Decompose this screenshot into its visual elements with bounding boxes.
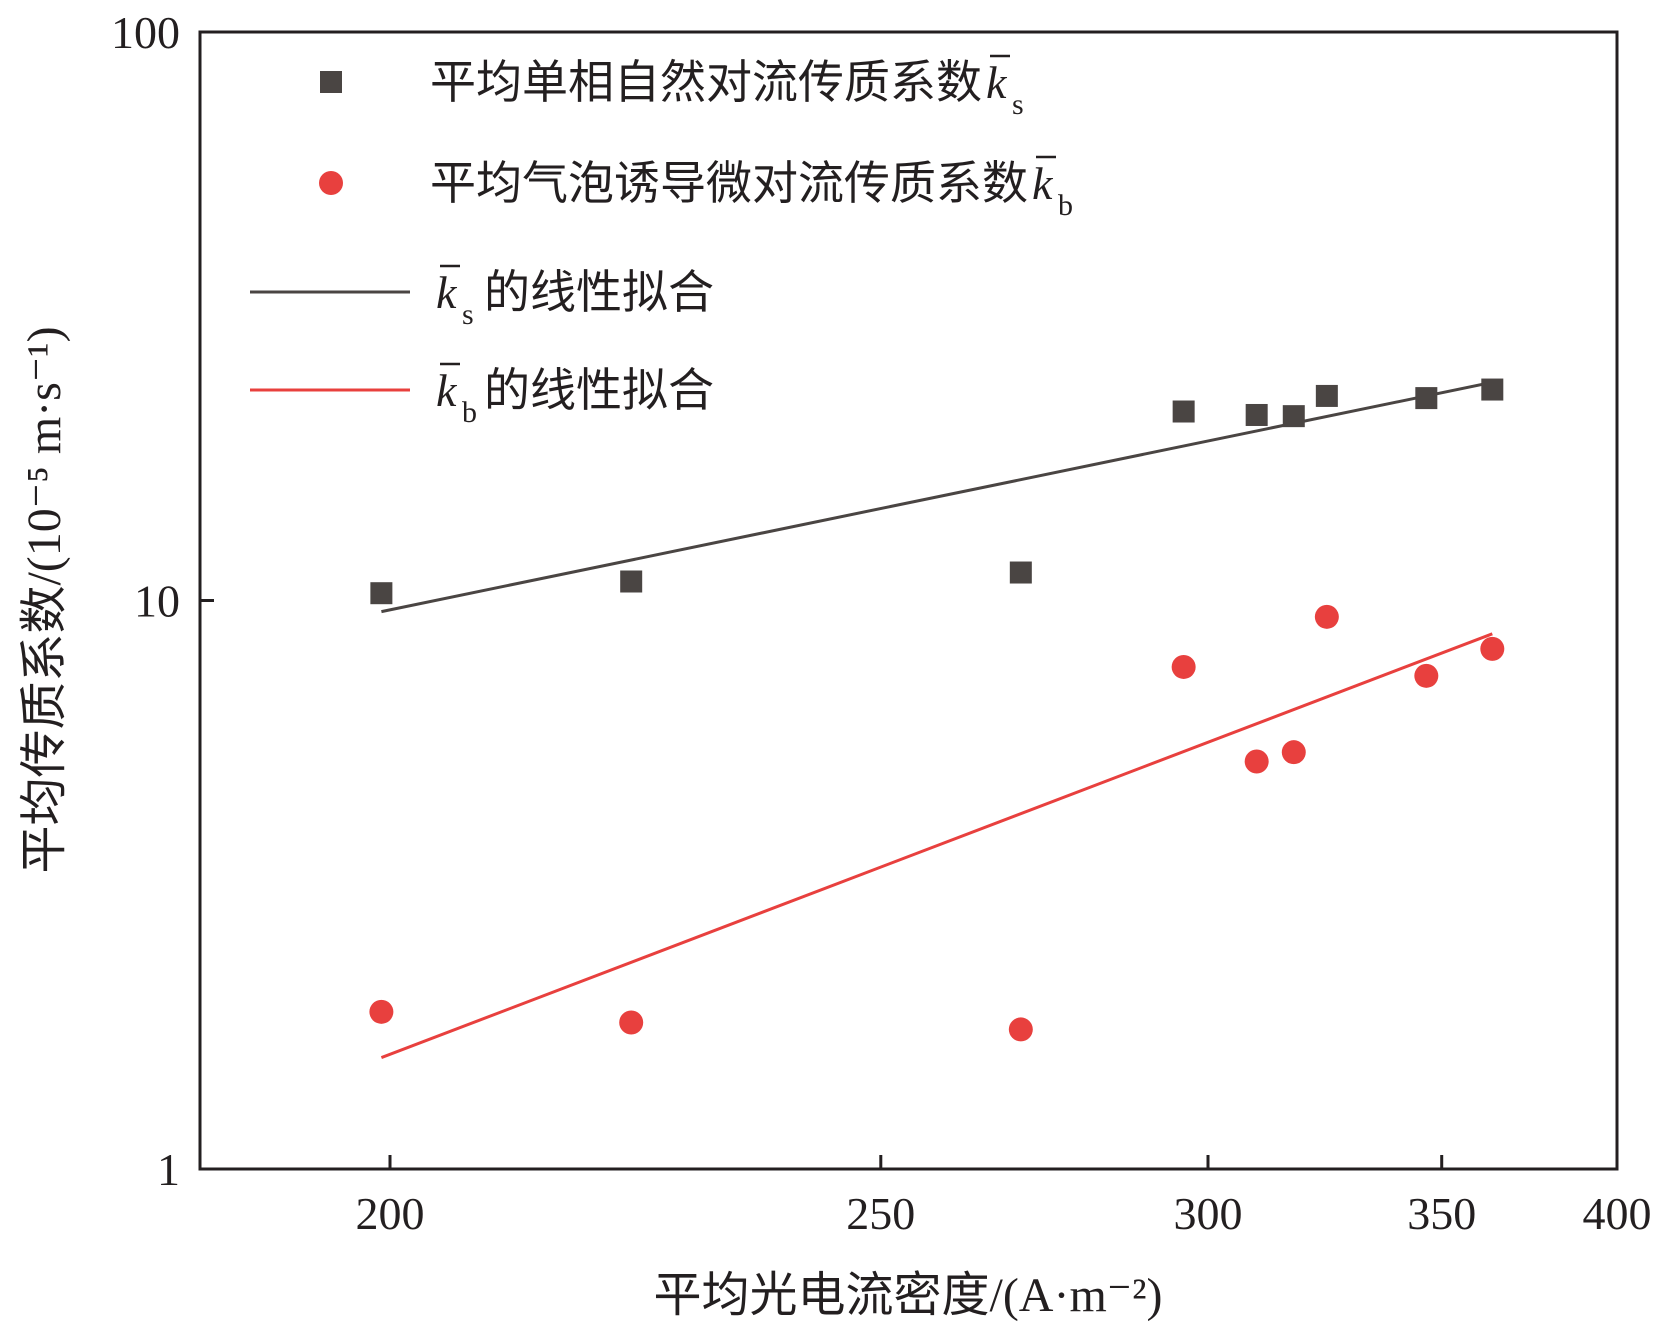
data-point-square xyxy=(1172,400,1195,423)
data-markers xyxy=(369,378,1505,1042)
fit-line-3 xyxy=(380,632,1493,1060)
data-point-circle xyxy=(1480,636,1505,661)
y-axis-title: 平均传质系数/(10⁻⁵ m·s⁻¹) xyxy=(18,326,71,873)
legend-item: k s 的线性拟合 xyxy=(250,264,714,331)
k-symbol: k xyxy=(436,365,458,416)
x-tick-label: 300 xyxy=(1174,1188,1243,1239)
x-tick-label: 400 xyxy=(1583,1188,1652,1239)
data-point-square xyxy=(1245,403,1268,426)
legend-circle-swatch xyxy=(319,171,343,195)
data-point-circle xyxy=(1171,654,1196,679)
data-point-circle xyxy=(1281,740,1306,765)
k-symbol: k xyxy=(986,57,1008,108)
k-subscript: b xyxy=(1058,189,1073,222)
x-tick-label: 250 xyxy=(846,1188,915,1239)
data-point-square xyxy=(1009,561,1032,584)
legend-label: 平均气泡诱导微对流传质系数 xyxy=(430,158,1028,209)
fit-lines xyxy=(380,380,1493,1060)
k-subscript: s xyxy=(1012,88,1024,121)
data-point-square xyxy=(620,570,643,593)
legend-item: 平均气泡诱导微对流传质系数 k b xyxy=(319,155,1073,222)
k-subscript: b xyxy=(462,396,477,429)
x-tick-label: 350 xyxy=(1407,1188,1476,1239)
data-point-square xyxy=(1315,384,1338,407)
data-point-square xyxy=(370,582,393,605)
legend-label: 的线性拟合 xyxy=(484,365,714,416)
legend-square-swatch xyxy=(320,71,342,93)
x-tick-label: 200 xyxy=(356,1188,425,1239)
data-point-square xyxy=(1415,387,1438,410)
data-point-circle xyxy=(619,1010,644,1035)
data-point-square xyxy=(1282,405,1305,428)
k-symbol: k xyxy=(436,267,458,318)
data-point-circle xyxy=(1008,1017,1033,1042)
data-point-square xyxy=(1481,378,1504,401)
fit-line-2 xyxy=(381,380,1493,614)
legend-label: 平均单相自然对流传质系数 xyxy=(430,57,982,108)
data-point-circle xyxy=(1314,604,1339,629)
data-point-circle xyxy=(1414,663,1439,688)
x-axis-title: 平均光电流密度/(A·m⁻²) xyxy=(653,1269,1162,1322)
k-symbol: k xyxy=(1032,158,1054,209)
data-point-circle xyxy=(1244,749,1269,774)
axis-ticks: 200 250 300 350 400 1 10 100 xyxy=(111,7,1652,1239)
y-tick-label: 10 xyxy=(134,576,180,627)
legend-item: k b 的线性拟合 xyxy=(250,362,714,429)
data-point-circle xyxy=(369,999,394,1024)
y-tick-label: 1 xyxy=(157,1144,180,1195)
legend-item: 平均单相自然对流传质系数 k s xyxy=(320,54,1024,121)
legend-label: 的线性拟合 xyxy=(484,267,714,318)
k-subscript: s xyxy=(462,298,474,331)
y-tick-label: 100 xyxy=(111,7,180,58)
